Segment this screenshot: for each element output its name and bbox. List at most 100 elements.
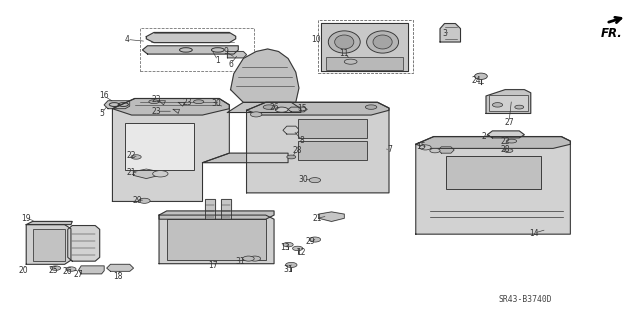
Ellipse shape bbox=[474, 73, 487, 79]
Text: 16: 16 bbox=[99, 92, 109, 100]
Ellipse shape bbox=[328, 31, 360, 53]
Bar bbox=[489, 95, 527, 111]
Polygon shape bbox=[246, 102, 389, 193]
Text: 23: 23 bbox=[152, 107, 161, 116]
Ellipse shape bbox=[285, 263, 297, 268]
Polygon shape bbox=[79, 266, 104, 274]
Text: 15: 15 bbox=[298, 104, 307, 113]
Polygon shape bbox=[227, 51, 246, 58]
Polygon shape bbox=[321, 23, 408, 71]
Text: 19: 19 bbox=[21, 214, 31, 223]
Text: 30: 30 bbox=[212, 100, 221, 108]
Text: 26: 26 bbox=[269, 103, 279, 112]
Ellipse shape bbox=[153, 171, 168, 177]
Ellipse shape bbox=[420, 145, 431, 150]
Text: 8: 8 bbox=[300, 136, 305, 145]
Text: 14: 14 bbox=[529, 229, 539, 238]
Text: 21: 21 bbox=[312, 214, 321, 223]
Text: 10: 10 bbox=[310, 35, 321, 44]
Ellipse shape bbox=[275, 107, 288, 112]
Text: 27: 27 bbox=[74, 270, 83, 279]
Text: 22: 22 bbox=[126, 151, 136, 160]
Text: 28: 28 bbox=[292, 146, 302, 155]
Bar bbox=[298, 141, 367, 160]
Polygon shape bbox=[416, 137, 570, 234]
Bar bbox=[33, 229, 65, 261]
Polygon shape bbox=[113, 99, 229, 115]
Ellipse shape bbox=[430, 148, 440, 153]
Ellipse shape bbox=[66, 267, 76, 271]
Polygon shape bbox=[113, 99, 229, 201]
Ellipse shape bbox=[292, 246, 303, 251]
Text: 13: 13 bbox=[280, 243, 290, 252]
Bar bbox=[167, 219, 266, 260]
Polygon shape bbox=[227, 102, 301, 113]
Polygon shape bbox=[440, 24, 461, 42]
Ellipse shape bbox=[365, 105, 377, 109]
Polygon shape bbox=[147, 33, 236, 43]
Polygon shape bbox=[288, 107, 307, 112]
Text: 27: 27 bbox=[504, 117, 514, 127]
Bar bbox=[140, 28, 253, 71]
Text: 12: 12 bbox=[296, 248, 305, 257]
Polygon shape bbox=[486, 90, 531, 114]
Polygon shape bbox=[143, 46, 238, 54]
Ellipse shape bbox=[283, 242, 293, 247]
Ellipse shape bbox=[506, 139, 516, 143]
Ellipse shape bbox=[287, 155, 296, 159]
Ellipse shape bbox=[504, 149, 513, 152]
Text: 23: 23 bbox=[182, 99, 192, 108]
Polygon shape bbox=[159, 215, 274, 264]
Polygon shape bbox=[205, 199, 214, 239]
Text: 26: 26 bbox=[63, 267, 72, 276]
Polygon shape bbox=[159, 211, 274, 219]
Polygon shape bbox=[26, 225, 71, 264]
Text: 31: 31 bbox=[236, 257, 245, 266]
Text: 4: 4 bbox=[125, 35, 129, 44]
Polygon shape bbox=[159, 101, 166, 105]
Polygon shape bbox=[26, 221, 72, 225]
Bar bbox=[125, 123, 194, 170]
Text: 29: 29 bbox=[306, 237, 316, 246]
Ellipse shape bbox=[515, 105, 524, 109]
Polygon shape bbox=[246, 102, 389, 115]
Text: SR43-B3740D: SR43-B3740D bbox=[499, 295, 552, 304]
Bar bbox=[298, 119, 367, 138]
Text: 2: 2 bbox=[481, 132, 486, 141]
Text: 3: 3 bbox=[442, 29, 447, 38]
Text: 20: 20 bbox=[19, 265, 29, 275]
Polygon shape bbox=[68, 226, 100, 261]
Text: 25: 25 bbox=[48, 266, 58, 275]
Polygon shape bbox=[438, 147, 454, 153]
Polygon shape bbox=[104, 101, 130, 109]
Ellipse shape bbox=[243, 256, 254, 261]
Ellipse shape bbox=[139, 198, 150, 203]
Ellipse shape bbox=[249, 256, 260, 261]
Polygon shape bbox=[134, 169, 159, 179]
Polygon shape bbox=[202, 153, 288, 163]
Text: 7: 7 bbox=[388, 145, 393, 154]
Text: 15: 15 bbox=[416, 142, 426, 151]
Text: 1: 1 bbox=[216, 56, 220, 65]
Text: 29: 29 bbox=[132, 196, 142, 205]
Polygon shape bbox=[178, 102, 184, 106]
Polygon shape bbox=[487, 131, 524, 138]
Bar bbox=[326, 56, 403, 70]
Ellipse shape bbox=[193, 100, 204, 104]
Polygon shape bbox=[416, 137, 570, 148]
Bar bbox=[447, 156, 541, 189]
Polygon shape bbox=[173, 109, 179, 114]
Polygon shape bbox=[221, 199, 230, 239]
Ellipse shape bbox=[309, 237, 321, 242]
Ellipse shape bbox=[131, 155, 141, 159]
Text: 18: 18 bbox=[113, 272, 122, 281]
Polygon shape bbox=[107, 264, 134, 271]
Polygon shape bbox=[230, 49, 299, 102]
Ellipse shape bbox=[367, 31, 399, 53]
Ellipse shape bbox=[51, 266, 61, 270]
Text: 31: 31 bbox=[284, 264, 293, 274]
Text: 24: 24 bbox=[471, 76, 481, 85]
Text: 30: 30 bbox=[298, 175, 308, 184]
Ellipse shape bbox=[263, 105, 275, 109]
Ellipse shape bbox=[250, 112, 262, 117]
